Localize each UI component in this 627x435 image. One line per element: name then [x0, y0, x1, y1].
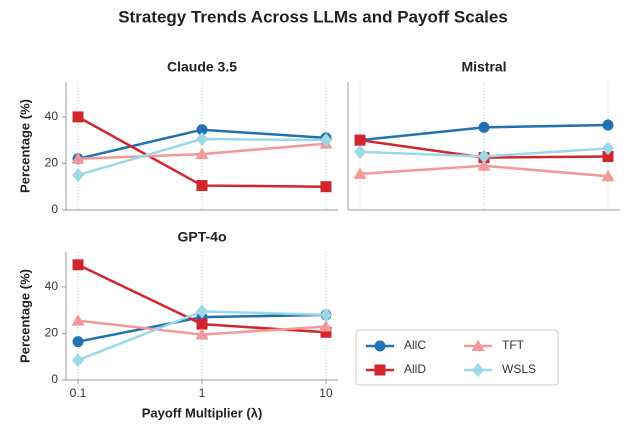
x-tick-label: 0.1 — [70, 386, 87, 400]
marker — [601, 169, 615, 182]
marker — [319, 307, 332, 322]
x-tick-label: 1 — [199, 386, 206, 400]
marker — [195, 147, 209, 160]
panel-title: Mistral — [461, 59, 506, 75]
marker — [72, 111, 84, 123]
marker — [195, 328, 209, 340]
marker — [196, 318, 208, 330]
legend-label: AllD — [404, 362, 426, 376]
legend-marker — [472, 363, 484, 377]
marker — [319, 133, 332, 148]
marker — [72, 353, 85, 368]
x-tick-label: 10 — [319, 386, 333, 400]
marker — [319, 319, 333, 332]
x-axis-label: Payoff Multiplier (λ) — [142, 405, 263, 420]
marker — [601, 141, 614, 156]
marker — [353, 167, 367, 179]
legend-label: TFT — [502, 338, 525, 352]
legend-label: AllC — [404, 338, 426, 352]
legend-marker — [471, 339, 485, 351]
y-tick-label: 20 — [45, 326, 59, 340]
legend-marker — [374, 340, 386, 352]
panel-title: GPT-4o — [177, 229, 226, 245]
y-tick-label: 20 — [45, 156, 59, 170]
marker — [71, 152, 85, 164]
marker — [72, 336, 84, 348]
panel-title: Claude 3.5 — [167, 59, 237, 75]
marker — [477, 159, 491, 171]
y-tick-label: 40 — [45, 109, 59, 123]
marker — [354, 144, 367, 159]
marker — [196, 180, 208, 192]
y-axis-label: Percentage (%) — [17, 269, 32, 363]
y-tick-label: 0 — [51, 202, 58, 216]
y-axis-label: Percentage (%) — [17, 99, 32, 193]
marker — [478, 149, 490, 164]
legend-box — [355, 329, 559, 386]
marker — [196, 132, 208, 147]
marker — [602, 150, 614, 162]
y-tick-label: 0 — [51, 372, 58, 386]
figure-title: Strategy Trends Across LLMs and Payoff S… — [118, 7, 508, 26]
marker — [72, 168, 85, 183]
marker — [72, 259, 84, 271]
marker — [478, 121, 490, 133]
marker — [320, 326, 332, 338]
marker — [71, 314, 85, 326]
marker — [196, 304, 208, 319]
legend-marker — [374, 364, 386, 376]
legend-label: WSLS — [502, 362, 536, 376]
marker — [196, 124, 208, 136]
marker — [320, 181, 332, 193]
marker — [354, 134, 366, 146]
marker — [602, 119, 614, 131]
y-tick-label: 40 — [45, 279, 59, 293]
